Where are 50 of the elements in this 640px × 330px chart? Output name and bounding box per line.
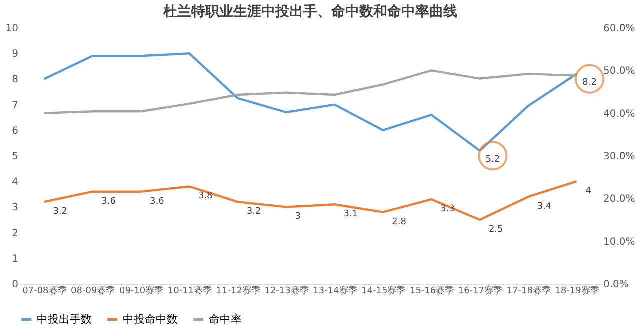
y2-tick-label: 30.0% [604, 152, 636, 162]
x-tick-label: 15-16赛季 [410, 286, 454, 296]
y2-tick-label: 0.0% [604, 280, 629, 290]
y-tick-label: 9 [12, 49, 18, 60]
y2-tick-label: 20.0% [604, 194, 636, 206]
data-label: 4 [586, 186, 592, 197]
data-label: 3.6 [150, 196, 165, 207]
y-tick-label: 2 [12, 228, 18, 240]
x-tick-label: 16-17赛季 [458, 286, 503, 296]
data-label: 3.1 [344, 210, 358, 220]
y2-tick-label: 10.0% [604, 236, 636, 248]
legend-label: 中投出手数 [37, 312, 92, 326]
y2-tick-label: 60.0% [604, 24, 636, 34]
x-tick-label: 07-08赛季 [22, 286, 67, 296]
data-label: 3.6 [102, 196, 116, 207]
data-label: 3.3 [440, 204, 455, 215]
data-label: 2.8 [392, 217, 407, 228]
line-series [43, 70, 578, 114]
x-tick-label: 09-10赛季 [119, 286, 164, 296]
data-label: 3.4 [537, 202, 552, 212]
chart-title: 杜兰特职业生涯中投出手、命中数和命中率曲线 [162, 3, 458, 20]
y-tick-label: 5 [12, 152, 18, 162]
line-series [43, 52, 578, 152]
y2-tick-label: 50.0% [604, 66, 636, 78]
data-label: 3.2 [53, 207, 68, 218]
y-tick-label: 3 [12, 202, 18, 214]
x-tick-label: 12-13赛季 [264, 286, 309, 296]
x-tick-label: 17-18赛季 [506, 286, 551, 296]
x-tick-label: 08-09赛季 [71, 286, 116, 296]
y-tick-label: 6 [12, 126, 18, 137]
y2-tick-label: 40.0% [604, 108, 636, 120]
y-tick-label: 0 [12, 280, 18, 290]
data-label: 5.2 [486, 154, 500, 165]
y-tick-label: 7 [12, 100, 18, 112]
x-tick-label: 10-11赛季 [168, 286, 212, 296]
y-tick-label: 10 [6, 24, 18, 34]
data-label: 3.2 [246, 207, 262, 218]
y-tick-label: 4 [12, 177, 18, 188]
y-tick-label: 8 [12, 74, 18, 86]
x-tick-label: 11-12赛季 [216, 286, 260, 296]
data-label: 2.5 [488, 225, 504, 235]
data-label: 3 [295, 212, 302, 222]
legend-label: 中投命中数 [123, 312, 178, 326]
data-label: 8.2 [582, 78, 597, 88]
x-tick-label: 13-14赛季 [313, 286, 358, 296]
x-tick-label: 18-19赛季 [555, 286, 600, 296]
y-tick-label: 1 [12, 254, 18, 265]
data-label: 3.8 [198, 192, 214, 202]
legend-label: 命中率 [209, 312, 242, 326]
x-tick-label: 14-15赛季 [362, 286, 406, 296]
